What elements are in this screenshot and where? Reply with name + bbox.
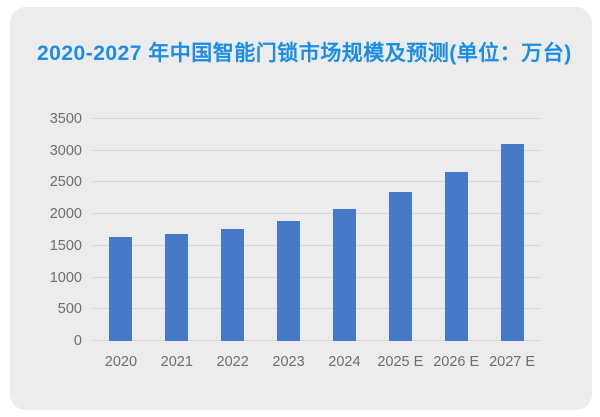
x-tick-label: 2024 [328, 354, 361, 370]
y-tick-label: 3000 [49, 142, 82, 159]
gridline [93, 149, 540, 151]
gridline [93, 276, 540, 278]
bar [109, 236, 133, 341]
y-tick-label: 500 [57, 301, 82, 318]
x-tick-label: 2022 [216, 354, 249, 370]
gridline [93, 213, 540, 215]
chart-title: 2020-2027 年中国智能门锁市场规模及预测(单位：万台) [37, 42, 572, 65]
x-tick-label: 2023 [272, 354, 305, 370]
y-axis: 0 500 1000 1500 2000 2500 3000 3500 [10, 111, 82, 349]
bar [277, 220, 301, 341]
bar [388, 191, 412, 341]
bar [165, 233, 189, 341]
y-tick-label: 1500 [49, 237, 82, 254]
gridline [93, 244, 540, 246]
chart-card: 2020-2027 年中国智能门锁市场规模及预测(单位：万台) 0 500 1000… [10, 7, 592, 410]
x-axis: 2020 2021 2022 2023 2024 2025 E 2026 E 2027 E [93, 353, 540, 373]
y-tick-label: 3500 [49, 111, 82, 127]
bar [500, 144, 524, 341]
x-tick-label: 2026 E [433, 354, 480, 370]
x-tick-label: 2020 [104, 354, 138, 370]
bar [444, 171, 468, 341]
plot-area [93, 118, 540, 341]
gridline [93, 340, 540, 341]
gridline [93, 308, 540, 310]
x-tick-label: 2027 E [489, 354, 536, 370]
y-tick-label: 2500 [49, 174, 82, 191]
x-tick-label: 2021 [160, 354, 193, 370]
y-tick-label: 1000 [49, 269, 82, 286]
x-tick-label: 2025 E [377, 354, 424, 370]
y-tick-label: 0 [73, 333, 82, 349]
y-tick-label: 2000 [49, 206, 82, 223]
bar [332, 209, 356, 341]
bar [221, 229, 245, 341]
gridline [93, 118, 540, 119]
gridline [93, 181, 540, 183]
